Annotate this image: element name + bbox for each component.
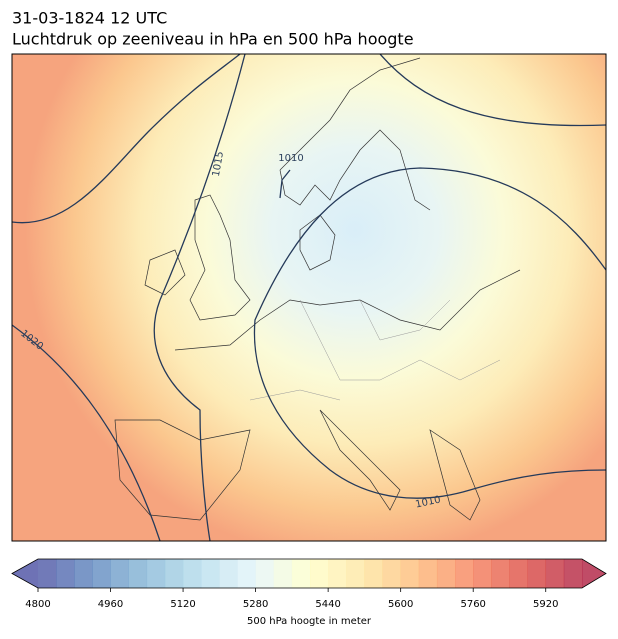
color-bin	[56, 559, 75, 588]
color-bin	[310, 559, 329, 588]
contour-label: 1015	[211, 151, 226, 178]
map-frame	[11, 53, 607, 542]
color-bin	[219, 559, 238, 588]
color-bin	[527, 559, 547, 588]
tick-label: 5920	[533, 599, 558, 610]
height-field	[12, 54, 606, 541]
coastline	[144, 194, 251, 321]
color-bin	[364, 559, 383, 588]
color-bin	[110, 559, 129, 588]
border	[249, 299, 501, 401]
color-bin	[473, 559, 492, 588]
color-bin	[146, 559, 166, 588]
coastline	[114, 269, 521, 521]
color-bin	[346, 559, 365, 588]
color-bin	[38, 559, 57, 588]
color-bin	[74, 559, 93, 588]
isobar	[253, 167, 606, 499]
extend-low	[12, 559, 38, 588]
tick-label: 5120	[170, 599, 195, 610]
color-bin	[237, 559, 256, 588]
color-bin	[509, 559, 528, 588]
color-bin	[563, 559, 583, 588]
color-bin	[400, 559, 420, 588]
isobar	[379, 54, 606, 127]
color-bin	[291, 559, 311, 588]
map: 1010 1015 1020 1010	[12, 54, 606, 541]
isobar	[153, 54, 246, 541]
tick-label: 5280	[243, 599, 268, 610]
contour-label: 1010	[415, 494, 442, 510]
color-bin	[255, 559, 275, 588]
color-bin	[128, 559, 148, 588]
tick-label: 5440	[315, 599, 340, 610]
color-bin	[455, 559, 474, 588]
colorbar-label: 500 hPa hoogte in meter	[247, 616, 372, 627]
title: Luchtdruk op zeeniveau in hPa en 500 hPa…	[12, 30, 414, 49]
tick-label: 5760	[460, 599, 485, 610]
color-bin	[183, 559, 202, 588]
extend-high	[582, 559, 606, 588]
isobar	[12, 54, 241, 224]
color-bin	[436, 559, 456, 588]
tick-label: 4800	[25, 599, 50, 610]
color-bin	[273, 559, 293, 588]
isobar	[12, 324, 161, 541]
color-bin	[164, 559, 184, 588]
color-bin	[382, 559, 401, 588]
colorbar: 4800 4960 5120 5280 5440 5600 5760 5920	[11, 558, 607, 610]
color-bin	[545, 559, 565, 588]
color-bin	[201, 559, 220, 588]
color-bin	[491, 559, 510, 588]
color-bin	[328, 559, 347, 588]
tick-label: 4960	[98, 599, 123, 610]
date: 31-03-1824 12 UTC	[12, 9, 167, 28]
contour-label: 1010	[278, 153, 303, 164]
tick-label: 5600	[388, 599, 413, 610]
color-bin	[418, 559, 438, 588]
color-bin	[92, 559, 111, 588]
